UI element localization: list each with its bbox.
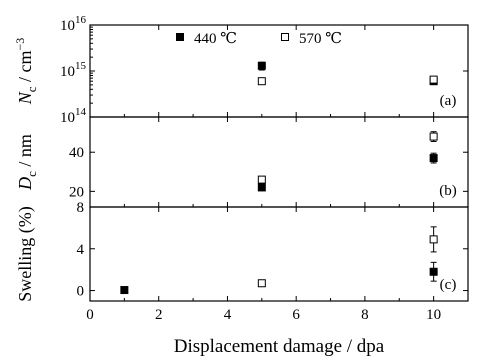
legend-label-1: 570 ℃	[299, 31, 342, 47]
panel-label-b: (b)	[439, 183, 457, 199]
panel-frame-c	[89, 206, 469, 302]
x-tick-label-2: 2	[155, 307, 163, 323]
y-tick-label-a-15: 1015	[60, 60, 87, 80]
panel-b: 20 40 Dc / nm (b)	[15, 116, 469, 208]
y-tick-label-b-40: 40	[69, 145, 84, 161]
y-tick-label-a-14: 1014	[60, 106, 87, 126]
open-square-marker-b-s1-p0	[257, 175, 266, 184]
y-tick-label-c-4: 4	[77, 242, 85, 258]
filled-square-marker-c-s0-p1	[429, 267, 438, 276]
chart-legend: 440 ℃ 570 ℃	[176, 31, 342, 47]
y-axis-label-a: Nc / cm−3	[13, 38, 39, 106]
legend-label-0: 440 ℃	[194, 31, 237, 47]
open-square-marker-a-s1-p0	[257, 77, 266, 86]
y-axis-label-c: Swelling (%)	[15, 206, 36, 301]
y-axis-label-b: Dc / nm	[15, 134, 39, 191]
open-square-marker-c-s1-p0	[257, 279, 266, 288]
filled-square-marker-a-s0-p0	[257, 61, 266, 70]
x-tick-label-8: 8	[361, 307, 369, 323]
open-square-marker-c-s1-p1	[429, 235, 438, 244]
filled-square-marker-b-s0-p0	[257, 183, 266, 192]
x-tick-label-4: 4	[224, 307, 232, 323]
y-tick-label-c-0: 0	[77, 284, 85, 300]
legend-marker-0	[176, 33, 184, 41]
y-tick-label-c-8: 8	[77, 200, 85, 216]
open-square-marker-b-s1-p1	[429, 132, 438, 141]
y-tick-label-b-20: 20	[69, 184, 84, 200]
open-square-marker-a-s1-p1	[429, 75, 438, 84]
x-tick-label-10: 10	[426, 307, 441, 323]
panel-frame-a	[89, 24, 469, 118]
panel-frame-b	[89, 116, 469, 208]
legend-marker-1	[281, 33, 289, 41]
panel-c: 0 4 8 Swelling (%) (c)	[15, 200, 469, 302]
filled-square-marker-c-s0-p0	[120, 286, 129, 295]
filled-square-marker-b-s0-p1	[429, 154, 438, 163]
x-axis-label: Displacement damage / dpa	[174, 336, 385, 357]
y-tick-label-a-16: 1016	[60, 14, 87, 34]
x-tick-label-0: 0	[86, 307, 94, 323]
panel-a: 1014 1015 1016 Nc / cm−3 (a)	[13, 14, 469, 126]
panel-label-c: (c)	[440, 277, 457, 293]
panel-label-a: (a)	[440, 93, 457, 109]
x-tick-label-6: 6	[292, 307, 300, 323]
